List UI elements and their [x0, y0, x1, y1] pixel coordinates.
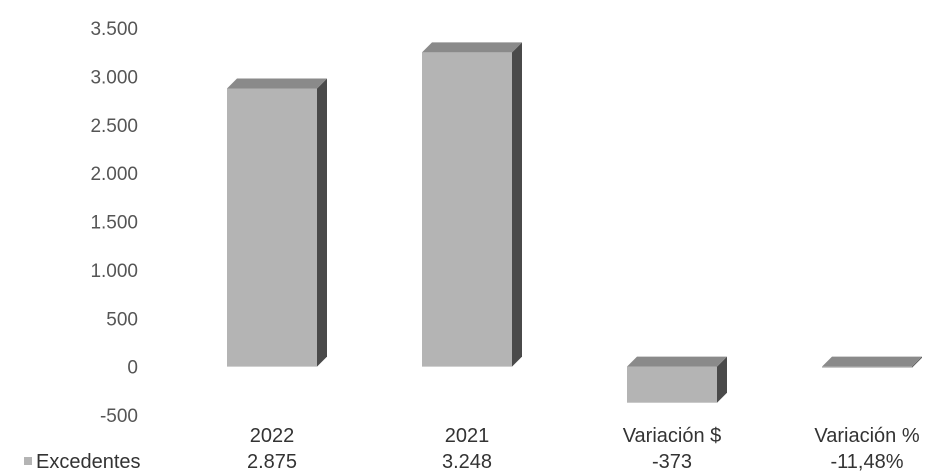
bar	[227, 78, 327, 367]
bar-top	[422, 42, 522, 53]
y-tick-label: 0	[127, 358, 138, 379]
bar-side	[717, 356, 727, 403]
data-table-value: 2.875	[247, 451, 297, 473]
bar	[822, 356, 922, 368]
data-table: Excedentes 2.875 3.248 -373 -11,48%	[24, 451, 904, 473]
bar-face	[422, 52, 512, 367]
bar-top	[822, 356, 922, 367]
category-labels: 2022 2021 Variación $ Variación %	[250, 425, 920, 447]
category-label: 2022	[250, 425, 295, 447]
y-tick-label: 2.500	[90, 116, 138, 137]
bar	[627, 356, 727, 403]
y-tick-label: 3.000	[90, 67, 138, 88]
y-tick-label: 1.500	[90, 213, 138, 234]
y-tick-label: -500	[100, 406, 138, 427]
bar-face	[822, 366, 912, 368]
y-tick-label: 3.500	[90, 19, 138, 40]
y-tick-label: 2.000	[90, 164, 138, 185]
data-table-value: -11,48%	[830, 451, 903, 473]
bar-side	[912, 356, 922, 368]
bar	[422, 42, 522, 367]
category-label: 2021	[445, 425, 490, 447]
legend-series-name: Excedentes	[36, 451, 141, 473]
bars	[227, 42, 922, 403]
data-table-value: -373	[652, 451, 692, 473]
category-label: Variación %	[814, 425, 919, 447]
y-tick-label: 1.000	[90, 261, 138, 282]
legend-swatch	[24, 457, 32, 465]
bar-top	[627, 356, 727, 367]
bar-top	[227, 78, 327, 89]
bar-face	[227, 88, 317, 367]
bar-side	[512, 42, 522, 367]
data-table-value: 3.248	[442, 451, 492, 473]
bar-face	[627, 366, 717, 403]
y-axis: 3.500 3.000 2.500 2.000 1.500 1.000 500 0 -500	[90, 19, 138, 427]
bar-side	[317, 78, 327, 367]
y-tick-label: 500	[106, 309, 138, 330]
category-label: Variación $	[623, 425, 722, 447]
